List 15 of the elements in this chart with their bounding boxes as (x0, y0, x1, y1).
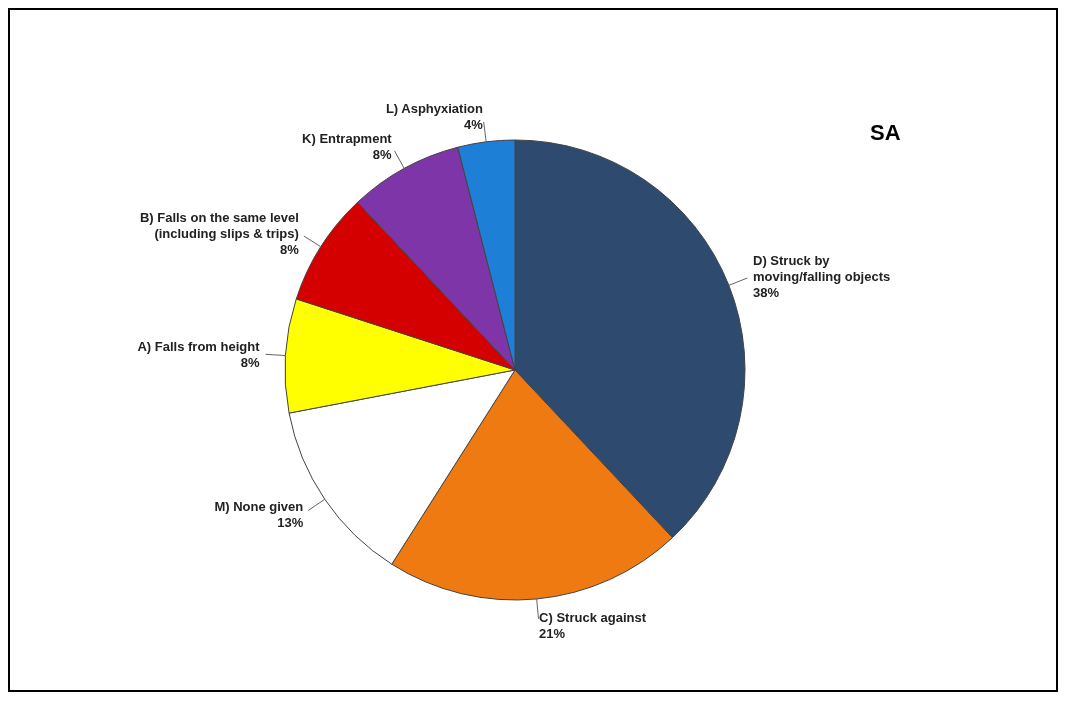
slice-label: K) Entrapment (302, 130, 393, 146)
data-label: 8% (240, 354, 260, 370)
slice-label: B) Falls on the same level (including slips & trips) (139, 209, 299, 241)
data-label: 8% (372, 146, 393, 162)
slice-label: M) None given (214, 498, 304, 514)
data-label: 8% (280, 241, 300, 257)
slice-label: A) Falls from height (137, 338, 261, 354)
data-label: 4% (464, 116, 484, 132)
slice-label: C) Struck against (539, 609, 647, 625)
data-label: 21% (539, 625, 566, 641)
text: SA (870, 120, 901, 146)
data-label: 38% (753, 284, 780, 300)
data-label: 13% (277, 514, 304, 530)
slice-label: L) Asphyxiation (385, 100, 483, 116)
slice-label: D) Struck by moving/falling objects (753, 252, 891, 284)
